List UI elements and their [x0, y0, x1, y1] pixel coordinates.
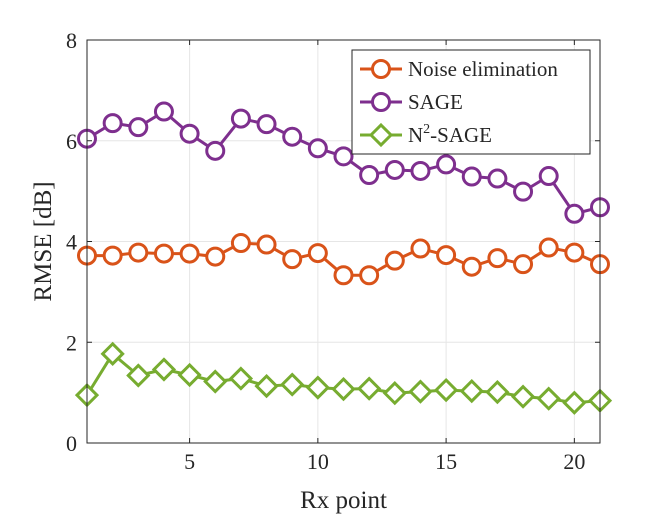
data-point [382, 381, 407, 406]
legend-marker [371, 92, 391, 112]
data-point [436, 154, 457, 175]
data-point [153, 101, 174, 122]
data-point [205, 140, 226, 161]
data-point [230, 108, 251, 129]
data-point [307, 138, 328, 159]
data-point [128, 117, 149, 138]
data-point [487, 248, 508, 269]
y-tick-label: 4 [66, 230, 77, 255]
series-n2-sage [74, 341, 613, 415]
data-point [128, 242, 149, 263]
data-point [485, 379, 510, 405]
data-point [538, 237, 559, 258]
legend-label: N2-SAGE [408, 122, 492, 147]
data-point [536, 386, 561, 411]
legend-entry: SAGE [360, 90, 463, 114]
data-point [254, 373, 279, 399]
y-tick-label: 8 [66, 28, 77, 53]
data-point [280, 372, 305, 397]
data-point [230, 233, 251, 254]
data-point [151, 357, 177, 382]
legend-marker [371, 59, 391, 79]
data-point [179, 123, 200, 144]
data-point [359, 165, 380, 186]
data-point [256, 234, 277, 255]
data-point [203, 369, 228, 394]
data-point [282, 126, 303, 147]
data-point [331, 376, 356, 402]
y-tick-label: 0 [66, 431, 77, 456]
data-point [513, 254, 534, 275]
data-point [228, 366, 254, 391]
data-point [307, 243, 328, 264]
data-point [436, 245, 457, 266]
data-point [282, 249, 303, 270]
data-point [562, 390, 587, 415]
data-point [384, 250, 405, 271]
data-point [461, 166, 482, 187]
data-point [384, 159, 405, 180]
plot-series [74, 101, 613, 415]
x-tick-label: 5 [184, 449, 195, 474]
x-axis-label: Rx point [300, 487, 387, 514]
data-point [564, 242, 585, 263]
x-tick-label: 10 [307, 449, 329, 474]
data-point [177, 362, 202, 388]
data-point [487, 168, 508, 189]
x-tick-label: 20 [563, 449, 585, 474]
data-point [564, 203, 585, 224]
legend-entry: N2-SAGE [360, 122, 492, 148]
data-point [333, 265, 354, 286]
data-point [538, 166, 559, 187]
data-point [510, 384, 536, 409]
data-point [179, 243, 200, 264]
data-point [359, 265, 380, 286]
data-point [100, 341, 125, 366]
data-point [102, 113, 123, 134]
data-point [102, 245, 123, 266]
legend: Noise elimination SAGE N2-SAGE [351, 49, 591, 155]
data-point [461, 256, 482, 277]
data-point [205, 246, 226, 267]
data-point [513, 181, 534, 202]
legend-label: SAGE [408, 90, 463, 114]
data-point [408, 379, 433, 404]
data-point [433, 377, 459, 403]
data-point [459, 378, 484, 404]
legend-entry: Noise elimination [360, 57, 558, 81]
data-point [126, 363, 151, 388]
data-point [153, 243, 174, 264]
x-tick-label: 15 [435, 449, 457, 474]
y-axis-label: RMSE [dB] [30, 181, 57, 301]
legend-label: Noise elimination [408, 57, 558, 81]
data-point [410, 160, 431, 181]
series-sage [77, 101, 610, 224]
data-point [333, 146, 354, 167]
data-point [256, 114, 277, 135]
data-point [357, 376, 382, 401]
axis-ticks: 5 10 15 20 0 2 4 6 8 [66, 28, 600, 474]
data-point [305, 375, 330, 400]
y-tick-label: 2 [66, 330, 77, 355]
data-point [410, 238, 431, 259]
y-tick-label: 6 [66, 129, 77, 154]
legend-marker [368, 122, 394, 148]
